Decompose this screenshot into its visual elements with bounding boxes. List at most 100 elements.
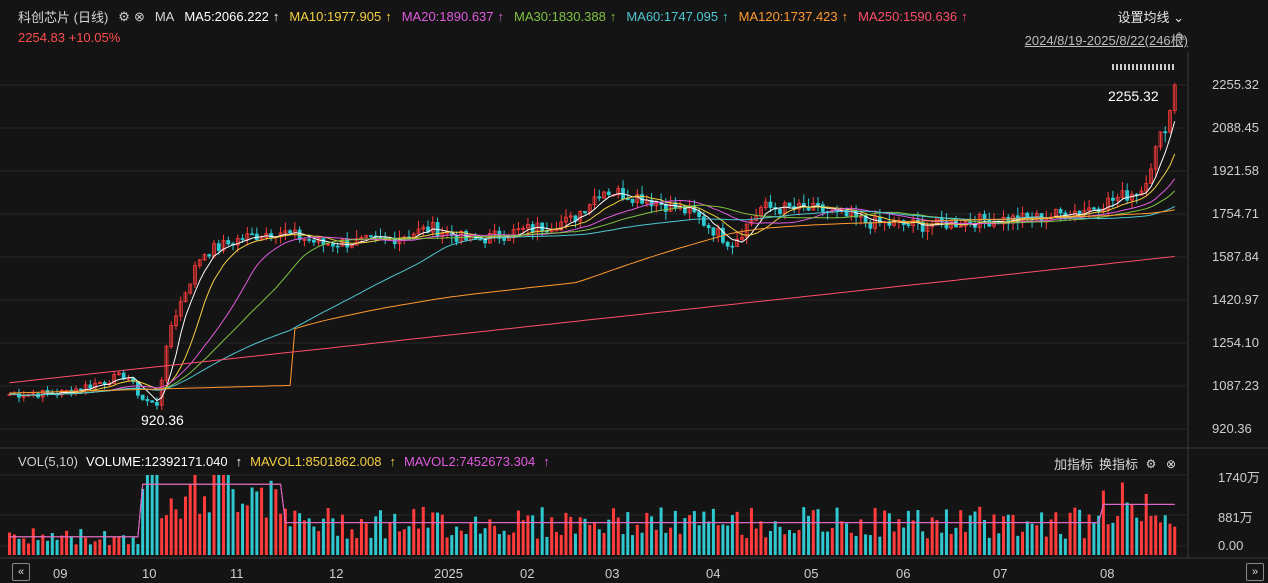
candle-body	[844, 209, 849, 217]
add-indicator-button[interactable]: 加指标	[1053, 457, 1093, 472]
volume-bar	[550, 517, 554, 555]
volume-bar	[302, 520, 306, 555]
volume-bar	[597, 529, 601, 555]
candle-body	[78, 388, 83, 391]
volume-bar	[773, 521, 777, 555]
candle-body	[1115, 196, 1120, 201]
chart-title: 科创芯片 (日线)	[18, 10, 109, 25]
ma-line-250	[9, 255, 1175, 384]
month-label: 03	[605, 566, 620, 581]
volume-bar	[688, 514, 692, 555]
volume-bar	[1111, 522, 1115, 555]
volume-bar	[203, 496, 206, 555]
volume-bar	[859, 519, 863, 555]
candle-body	[416, 228, 421, 235]
price-change: 2254.83 +10.05%	[18, 30, 121, 45]
volume-axis-label: 881万	[1218, 510, 1253, 525]
month-label: 11	[230, 566, 244, 581]
candle-body	[920, 222, 925, 232]
volume-bar	[569, 516, 573, 555]
scroll-left-button[interactable]: «	[12, 563, 30, 581]
candle-body	[483, 239, 488, 244]
volume-bar	[260, 487, 264, 555]
volume-bar	[992, 514, 996, 555]
arrow-icon: ↑	[235, 454, 243, 469]
volume-bar	[393, 513, 397, 555]
volume-bar	[797, 529, 801, 555]
volume-bar	[512, 532, 516, 555]
volume-bar	[902, 527, 906, 555]
volume-bar	[602, 533, 606, 555]
volume-bar	[954, 527, 958, 555]
high-annotation: 2255.32	[1108, 88, 1159, 104]
price-axis-label: 920.36	[1212, 421, 1252, 436]
month-label: 04	[706, 566, 721, 581]
price-chart[interactable]	[0, 52, 1268, 566]
volume-ma-line	[9, 483, 1175, 538]
candle-body	[1168, 110, 1172, 133]
arrow-icon: ↑	[272, 9, 280, 24]
volume-bar	[944, 509, 948, 555]
volume-bar	[864, 534, 868, 555]
volume-bar	[426, 527, 430, 555]
candle-body	[1077, 210, 1082, 214]
month-label: 10	[142, 566, 157, 581]
volume-bar	[507, 534, 511, 555]
mavol1-value: MAVOL1:8501862.008	[250, 454, 382, 469]
volume-bar	[383, 538, 387, 555]
candle-body	[1087, 207, 1092, 211]
volume-bar	[792, 533, 796, 555]
volume-bar	[355, 538, 359, 555]
volume-bar	[122, 535, 126, 555]
candle-body	[459, 231, 464, 242]
candle-body	[150, 400, 155, 403]
volume-bar	[778, 526, 782, 555]
volume-bar	[450, 535, 454, 555]
arrow-icon: ↑	[722, 9, 729, 24]
ma-item: MA10:1977.905 ↑	[289, 9, 392, 24]
switch-indicator-button[interactable]: 换指标	[1098, 457, 1138, 472]
gear-icon[interactable]: ⚙	[1145, 456, 1157, 471]
volume-bar	[768, 531, 772, 555]
candle-body	[892, 220, 897, 226]
price-axis-label: 1587.84	[1212, 249, 1259, 264]
volume-bar	[564, 512, 568, 555]
volume-bar	[1101, 490, 1105, 555]
candle-body	[887, 221, 892, 226]
candle-body	[763, 201, 768, 208]
volume-bar	[678, 533, 682, 555]
close-icon[interactable]: ⊗	[133, 8, 145, 24]
volume-bar	[412, 508, 416, 555]
pin-icon[interactable]: ✎	[1175, 30, 1186, 44]
date-range-link[interactable]: 2024/8/19-2025/8/22(246根)	[1024, 33, 1188, 48]
volume-axis-label: 1740万	[1218, 470, 1260, 485]
volume-bar	[359, 519, 363, 555]
volume-bar	[93, 541, 97, 555]
volume-bar	[74, 544, 78, 555]
candle-body	[193, 265, 197, 285]
candle-body	[540, 222, 545, 232]
volume-bar	[31, 528, 35, 555]
candle-body	[977, 213, 982, 228]
volume-bar	[1049, 519, 1053, 555]
volume-bar	[321, 518, 325, 555]
candle-body	[440, 233, 445, 237]
volume-bar	[264, 517, 268, 555]
volume-bar	[959, 510, 963, 555]
candle-body	[269, 233, 273, 238]
scroll-right-button[interactable]: »	[1246, 563, 1264, 581]
settings-ma-button[interactable]: 设置均线 ⌄	[1117, 10, 1184, 25]
volume-bar	[336, 535, 340, 555]
volume-bar	[174, 509, 178, 555]
month-label: 08	[1100, 566, 1115, 581]
candle-body	[221, 240, 226, 251]
close-icon[interactable]: ⊗	[1165, 456, 1177, 471]
mavol2-value: MAVOL2:7452673.304	[403, 454, 536, 469]
candle-body	[516, 228, 521, 231]
candle-body	[654, 201, 659, 207]
candle-body	[1153, 146, 1158, 170]
volume-bar	[811, 510, 815, 555]
candle-body	[1111, 197, 1115, 201]
candle-body	[944, 221, 949, 229]
gear-icon[interactable]: ⚙	[118, 8, 130, 24]
